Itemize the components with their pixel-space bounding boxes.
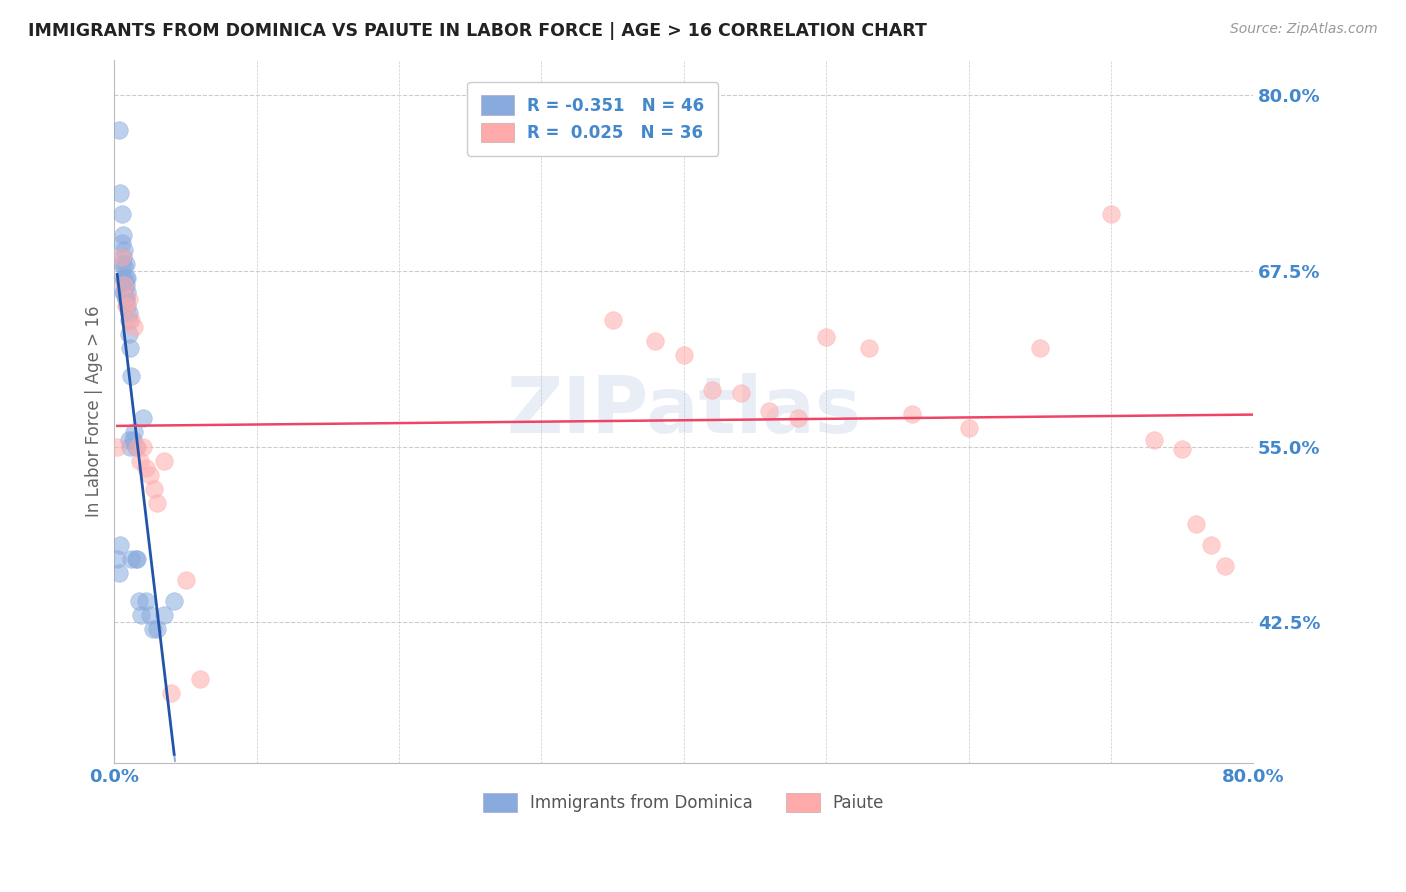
Point — [1171, 442, 1194, 457]
Point — [114, 277, 136, 292]
Point — [111, 228, 134, 243]
Point — [644, 334, 666, 348]
Point — [124, 425, 146, 440]
Point — [117, 326, 139, 341]
Point — [957, 421, 980, 435]
Point — [124, 320, 146, 334]
Point — [107, 566, 129, 581]
Y-axis label: In Labor Force | Age > 16: In Labor Force | Age > 16 — [86, 306, 103, 517]
Point — [188, 672, 211, 686]
Point — [139, 467, 162, 482]
Point — [114, 257, 136, 271]
Point — [163, 594, 186, 608]
Point — [111, 270, 134, 285]
Point — [120, 440, 142, 454]
Point — [117, 433, 139, 447]
Point — [110, 235, 132, 250]
Point — [602, 313, 624, 327]
Point — [125, 552, 148, 566]
Point — [115, 299, 138, 313]
Point — [112, 285, 135, 299]
Point — [131, 608, 153, 623]
Point — [1028, 341, 1050, 355]
Point — [117, 292, 139, 306]
Point — [143, 482, 166, 496]
Point — [132, 411, 155, 425]
Point — [114, 299, 136, 313]
Point — [120, 341, 142, 355]
Point — [900, 407, 922, 421]
Point — [114, 292, 136, 306]
Point — [1099, 207, 1122, 221]
Point — [121, 313, 143, 327]
Text: IMMIGRANTS FROM DOMINICA VS PAIUTE IN LABOR FORCE | AGE > 16 CORRELATION CHART: IMMIGRANTS FROM DOMINICA VS PAIUTE IN LA… — [28, 22, 927, 40]
Point — [758, 404, 780, 418]
Point — [153, 453, 176, 467]
Legend: Immigrants from Dominica, Paiute: Immigrants from Dominica, Paiute — [470, 780, 897, 825]
Point — [132, 440, 155, 454]
Point — [135, 594, 157, 608]
Point — [110, 250, 132, 264]
Point — [112, 243, 135, 257]
Point — [111, 250, 134, 264]
Point — [107, 123, 129, 137]
Point — [105, 552, 128, 566]
Point — [127, 440, 149, 454]
Point — [117, 313, 139, 327]
Point — [153, 608, 176, 623]
Point — [121, 369, 143, 384]
Point — [115, 270, 138, 285]
Point — [1142, 433, 1164, 447]
Point — [111, 285, 134, 299]
Point — [125, 440, 148, 454]
Point — [139, 608, 162, 623]
Point — [730, 386, 752, 401]
Point — [114, 292, 136, 306]
Point — [112, 260, 135, 274]
Text: ZIPatlas: ZIPatlas — [506, 374, 862, 450]
Point — [114, 270, 136, 285]
Point — [815, 330, 838, 344]
Point — [672, 348, 695, 362]
Point — [112, 273, 135, 287]
Point — [858, 341, 880, 355]
Point — [1199, 538, 1222, 552]
Point — [786, 411, 808, 425]
Point — [117, 306, 139, 320]
Point — [121, 552, 143, 566]
Point — [105, 440, 128, 454]
Point — [115, 285, 138, 299]
Point — [135, 460, 157, 475]
Text: Source: ZipAtlas.com: Source: ZipAtlas.com — [1230, 22, 1378, 37]
Point — [146, 623, 169, 637]
Point — [110, 207, 132, 221]
Point — [108, 186, 131, 201]
Point — [1185, 516, 1208, 531]
Point — [174, 573, 197, 587]
Point — [122, 433, 145, 447]
Point — [112, 277, 135, 292]
Point — [110, 257, 132, 271]
Point — [160, 686, 183, 700]
Point — [1213, 559, 1236, 574]
Point — [702, 384, 724, 398]
Point — [146, 496, 169, 510]
Point — [127, 552, 149, 566]
Point — [129, 453, 152, 467]
Point — [128, 594, 150, 608]
Point — [108, 538, 131, 552]
Point — [142, 623, 165, 637]
